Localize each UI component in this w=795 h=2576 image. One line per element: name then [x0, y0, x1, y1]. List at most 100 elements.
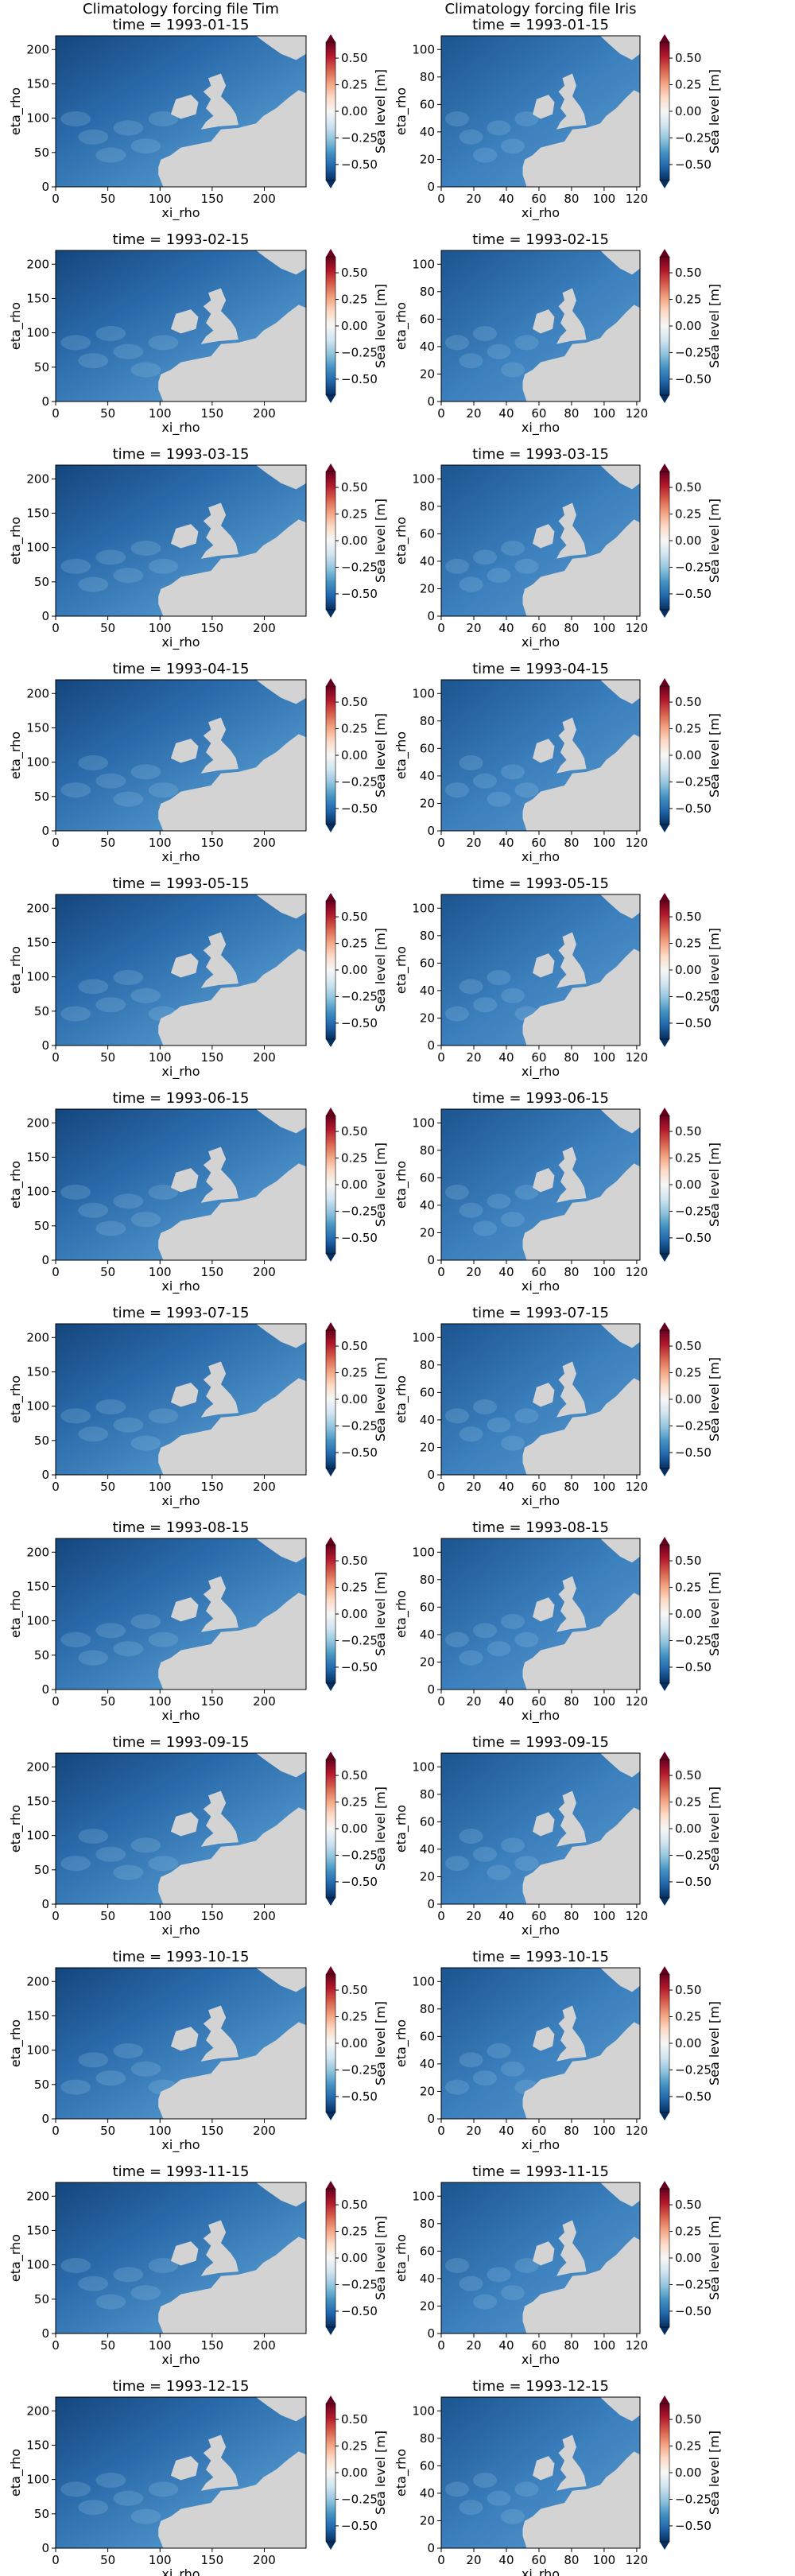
- x-tick-label: 60: [531, 2553, 546, 2567]
- colorbar-tick-label: 0.00: [341, 1177, 367, 1192]
- y-tick-label: 100: [26, 2043, 49, 2058]
- y-tick-label: 60: [420, 741, 435, 755]
- panel-title: time = 1993-07-15: [472, 1305, 609, 1321]
- field-patch: [459, 2052, 483, 2068]
- y-tick-label: 150: [26, 720, 49, 735]
- land-scandinavia: [600, 250, 640, 275]
- field-patch: [113, 120, 144, 136]
- colorbar-extend-bottom: [660, 2112, 669, 2120]
- x-tick-label: 0: [437, 1694, 445, 1709]
- field-patch: [78, 1202, 109, 1218]
- x-tick-label: 100: [149, 406, 172, 421]
- colorbar-tick-label: −0.50: [675, 1875, 712, 1889]
- land-great-britain: [200, 502, 238, 559]
- field-patch: [113, 2490, 144, 2506]
- x-tick-label: 0: [52, 1909, 60, 1923]
- y-axis-label: eta_rho: [394, 2234, 409, 2282]
- field-patch: [60, 335, 91, 351]
- y-tick-label: 0: [427, 1897, 435, 1911]
- field-patch: [95, 2473, 126, 2488]
- y-tick-label: 50: [34, 1004, 49, 1018]
- field-patch: [148, 782, 179, 798]
- x-tick-label: 40: [498, 406, 514, 421]
- y-tick-label: 20: [420, 2084, 435, 2098]
- land-ireland: [533, 2241, 555, 2266]
- colorbar-extend-bottom: [660, 2542, 669, 2550]
- colorbar-tick-label: 0.50: [341, 1768, 367, 1783]
- x-tick-label: 60: [531, 406, 546, 421]
- field-patch: [473, 326, 497, 341]
- x-tick-label: 0: [52, 192, 60, 206]
- y-tick-label: 60: [420, 1170, 435, 1185]
- colorbar-tick-label: 0.50: [675, 266, 701, 280]
- colorbar: [659, 1329, 670, 1469]
- x-tick-label: 20: [466, 1050, 481, 1065]
- field-patch: [487, 791, 511, 807]
- y-tick-label: 200: [26, 2403, 49, 2418]
- panel-tim-1993-03-15: time = 1993-03-15 0 50 100 150 200 0 50 100 150 20…: [8, 446, 388, 650]
- y-tick-label: 80: [420, 499, 435, 514]
- column-title: Climatology forcing file Tim: [83, 1, 279, 17]
- x-tick-label: 80: [564, 192, 579, 206]
- land-scandinavia: [600, 36, 640, 60]
- colorbar-tick-label: 0.50: [341, 910, 367, 924]
- panel-iris-1993-02-15: time = 1993-02-15 0 20 40 60 80 100 120 0 20 40 60 8…: [394, 231, 722, 436]
- colorbar-label: Sea level [m]: [373, 928, 388, 1012]
- y-tick-label: 60: [420, 2244, 435, 2258]
- colorbar-tick-label: −0.50: [341, 1875, 378, 1889]
- colorbar-tick-label: 0.00: [341, 1607, 367, 1621]
- land-ireland: [170, 2456, 199, 2481]
- colorbar-extend-top: [326, 1752, 335, 1759]
- colorbar-tick-label: −0.25: [675, 2492, 712, 2506]
- land-great-britain: [556, 2220, 587, 2276]
- colorbar-label: Sea level [m]: [373, 284, 388, 368]
- x-axis-label: xi_rho: [522, 205, 560, 221]
- y-axis-label: eta_rho: [8, 87, 24, 135]
- y-tick-label: 0: [427, 2112, 435, 2126]
- panel-tim-1993-06-15: time = 1993-06-15 0 50 100 150 200 0 50 100 150 20…: [8, 1090, 388, 1294]
- colorbar-extend-top: [326, 1537, 335, 1545]
- colorbar: [659, 2403, 670, 2543]
- x-tick-label: 120: [626, 192, 649, 206]
- panel-title: time = 1993-04-15: [113, 661, 250, 677]
- field-patch: [113, 970, 144, 985]
- colorbar-tick-label: −0.50: [341, 1231, 378, 1245]
- x-tick-label: 20: [466, 2553, 481, 2567]
- y-tick-label: 150: [26, 935, 49, 949]
- field-patch: [487, 1417, 511, 1433]
- x-tick-label: 50: [100, 406, 115, 421]
- y-tick-label: 100: [26, 1614, 49, 1628]
- y-axis-label: eta_rho: [394, 1161, 409, 1208]
- x-axis-label: xi_rho: [522, 2352, 560, 2368]
- colorbar-extend-bottom: [326, 2327, 335, 2335]
- x-tick-label: 200: [253, 2338, 276, 2353]
- field-patch: [148, 2258, 179, 2273]
- field-patch: [514, 335, 539, 351]
- field-patch: [113, 791, 144, 807]
- x-tick-label: 20: [466, 2338, 481, 2353]
- x-tick-label: 40: [498, 621, 514, 635]
- x-tick-label: 0: [437, 1265, 445, 1279]
- y-tick-label: 0: [41, 1468, 49, 1482]
- x-tick-label: 100: [593, 1265, 616, 1279]
- y-tick-label: 100: [26, 1185, 49, 1199]
- x-tick-label: 50: [100, 192, 115, 206]
- colorbar-extend-top: [326, 34, 335, 42]
- colorbar-extend-top: [326, 1966, 335, 1974]
- x-tick-label: 0: [52, 1265, 60, 1279]
- field-patch: [514, 1185, 539, 1200]
- x-tick-label: 200: [253, 1265, 276, 1279]
- land-continent: [158, 1593, 306, 1690]
- colorbar-extend-top: [660, 34, 669, 42]
- y-tick-label: 60: [420, 526, 435, 541]
- field-patch: [445, 1631, 469, 1647]
- field-patch: [473, 1623, 497, 1639]
- colorbar: [659, 1973, 670, 2113]
- y-tick-label: 60: [420, 2029, 435, 2043]
- field-patch: [60, 1856, 91, 1872]
- x-tick-label: 50: [100, 2124, 115, 2138]
- colorbar-tick-label: 0.50: [341, 266, 367, 280]
- x-tick-label: 100: [149, 1909, 172, 1923]
- colorbar-tick-label: −0.25: [675, 2277, 712, 2291]
- colorbar-label: Sea level [m]: [707, 499, 722, 583]
